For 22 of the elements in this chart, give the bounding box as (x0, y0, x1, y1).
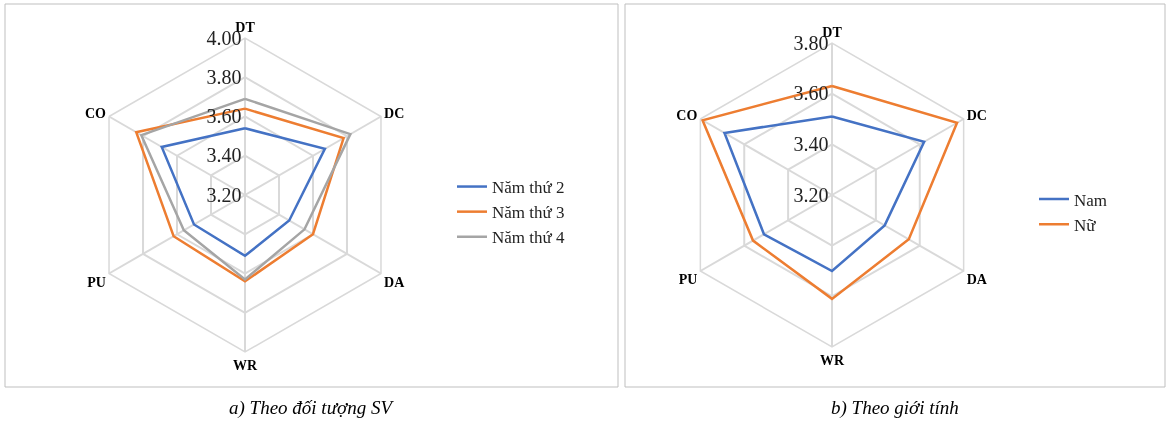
spoke-label: WR (232, 357, 258, 373)
spoke-label: DA (384, 274, 406, 290)
legend-label: Nam (1074, 190, 1108, 210)
text: a) Theo đối tượng SV (229, 397, 395, 419)
spoke-label: PU (87, 274, 106, 290)
y-tick-label: 3.20 (206, 183, 242, 206)
spoke-label: WR (819, 352, 845, 368)
legend-label: Nữ (1074, 215, 1097, 235)
text: b) Theo giới tính (831, 397, 959, 419)
spoke-label: DC (966, 108, 987, 124)
y-tick-label: 3.80 (206, 65, 242, 88)
legend-label: Năm thứ 4 (492, 228, 565, 248)
spoke-label: DA (966, 272, 988, 288)
y-tick-label: 3.40 (793, 132, 829, 155)
y-tick-label: 3.40 (206, 144, 242, 167)
spoke-label: PU (678, 272, 698, 288)
spoke-label: DC (384, 105, 405, 121)
spoke-label: CO (676, 108, 698, 124)
legend-label: Năm thứ 2 (492, 178, 565, 198)
spoke-label: CO (84, 105, 107, 121)
legend-label: Năm thứ 3 (492, 203, 565, 223)
y-tick-label: 3.20 (793, 183, 829, 206)
